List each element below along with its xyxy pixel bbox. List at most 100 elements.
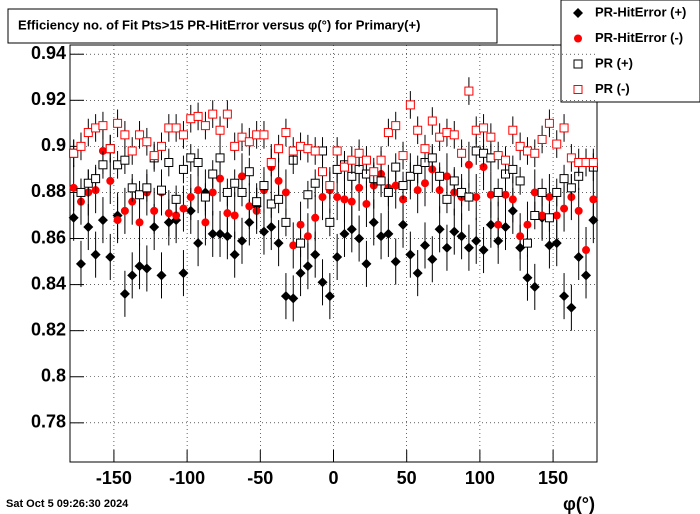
marker	[449, 130, 459, 140]
marker	[544, 213, 554, 223]
y-tick-label: 0.86	[31, 227, 66, 247]
marker	[486, 190, 495, 199]
marker	[340, 195, 349, 204]
marker	[449, 226, 460, 237]
marker	[91, 174, 101, 184]
marker	[259, 130, 269, 140]
marker	[76, 141, 86, 151]
marker	[413, 186, 422, 195]
marker	[516, 232, 525, 241]
marker	[288, 293, 299, 304]
marker	[76, 187, 86, 197]
marker	[486, 132, 496, 142]
marker	[229, 249, 240, 260]
marker	[405, 100, 415, 110]
marker	[413, 125, 423, 135]
marker	[274, 144, 284, 154]
marker	[544, 240, 555, 251]
marker	[113, 216, 122, 225]
marker	[186, 193, 195, 202]
x-tick-label: 50	[397, 468, 417, 488]
marker	[442, 128, 452, 138]
marker	[398, 151, 408, 161]
marker	[296, 141, 306, 151]
marker	[142, 183, 152, 193]
marker	[311, 213, 320, 222]
marker	[332, 146, 342, 156]
marker	[471, 125, 481, 135]
y-tick-label: 0.84	[31, 273, 66, 293]
marker	[560, 204, 569, 213]
marker	[529, 281, 540, 292]
marker	[186, 114, 196, 124]
marker	[105, 144, 115, 154]
marker	[573, 251, 584, 262]
marker	[302, 261, 313, 272]
marker	[113, 160, 123, 170]
marker	[179, 204, 188, 213]
marker	[551, 238, 562, 249]
marker	[581, 157, 591, 167]
marker	[420, 179, 429, 188]
marker	[215, 153, 225, 163]
marker	[566, 302, 577, 313]
marker	[266, 157, 276, 167]
marker	[522, 272, 533, 283]
marker	[361, 155, 371, 165]
marker	[178, 164, 188, 174]
marker	[538, 211, 547, 220]
marker	[193, 238, 204, 249]
marker	[201, 218, 210, 227]
marker	[310, 178, 320, 188]
marker	[383, 187, 393, 197]
x-tick-label: 150	[538, 468, 568, 488]
marker	[142, 137, 152, 147]
marker	[559, 174, 569, 184]
marker	[574, 157, 584, 167]
y-tick-label: 0.92	[31, 89, 66, 109]
marker	[238, 172, 247, 181]
marker	[347, 197, 356, 206]
marker	[325, 181, 335, 191]
marker	[273, 238, 284, 249]
footer-date: Sat Oct 5 09:26:30 2024	[6, 498, 129, 510]
marker	[390, 256, 401, 267]
marker	[237, 235, 248, 246]
marker	[545, 193, 554, 202]
marker	[530, 188, 539, 197]
marker	[398, 219, 409, 230]
marker	[274, 176, 283, 185]
marker	[90, 249, 101, 260]
marker	[332, 164, 342, 174]
y-tick-label: 0.82	[31, 319, 66, 339]
marker	[266, 199, 276, 209]
marker	[75, 258, 86, 269]
marker	[156, 141, 166, 151]
marker	[98, 160, 108, 170]
marker	[149, 151, 159, 161]
marker	[478, 245, 489, 256]
marker	[479, 123, 489, 133]
marker	[464, 86, 474, 96]
marker	[156, 185, 166, 195]
y-tick-label: 0.78	[31, 412, 66, 432]
marker	[150, 206, 159, 215]
marker	[552, 187, 562, 197]
marker	[215, 125, 225, 135]
marker	[134, 261, 145, 272]
marker	[266, 222, 277, 233]
marker	[508, 195, 517, 204]
marker	[346, 224, 357, 235]
marker	[120, 130, 130, 140]
marker	[441, 242, 452, 253]
marker	[237, 187, 247, 197]
marker	[449, 176, 459, 186]
marker	[383, 228, 394, 239]
marker	[303, 190, 313, 200]
marker	[369, 167, 379, 177]
marker	[391, 181, 400, 190]
marker	[435, 171, 445, 181]
marker	[245, 202, 254, 211]
marker	[515, 141, 525, 151]
